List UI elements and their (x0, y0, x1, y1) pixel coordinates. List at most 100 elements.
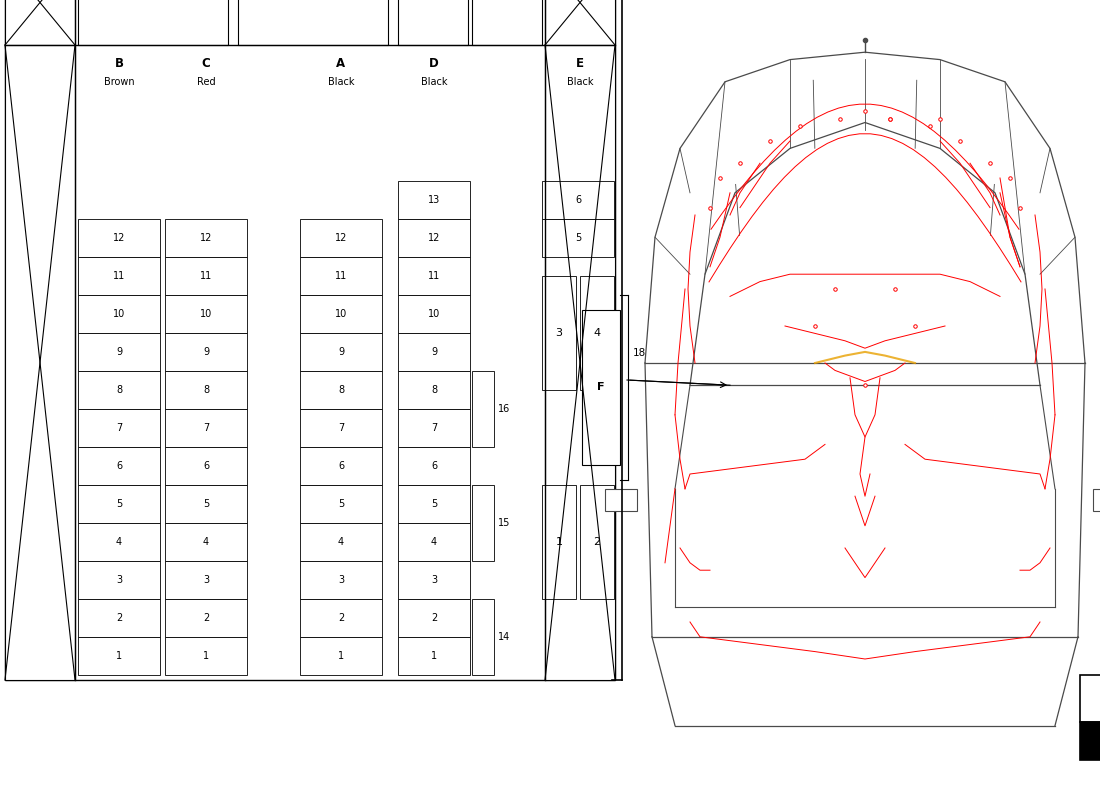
Text: 6: 6 (431, 461, 437, 471)
Bar (542, 181, 614, 219)
Text: 12: 12 (113, 233, 125, 243)
Bar (300, 333, 382, 371)
Text: 12: 12 (428, 233, 440, 243)
Bar (165, 447, 248, 485)
Text: 1: 1 (202, 651, 209, 661)
Bar (398, 219, 470, 257)
Bar (300, 295, 382, 333)
Bar (300, 371, 382, 409)
Text: 8: 8 (116, 385, 122, 395)
Bar (398, 447, 470, 485)
Bar (300, 409, 382, 447)
Text: Red: Red (197, 77, 216, 87)
Text: 8: 8 (202, 385, 209, 395)
Bar (580, 485, 614, 599)
Bar (165, 371, 248, 409)
Bar (165, 637, 248, 675)
Text: 10: 10 (428, 309, 440, 319)
Text: 2: 2 (593, 537, 601, 547)
Bar (398, 599, 470, 637)
Bar (472, 0, 542, 45)
Text: Black: Black (420, 77, 448, 87)
Bar (398, 485, 470, 523)
Bar (542, 219, 614, 257)
Text: 12: 12 (200, 233, 212, 243)
Text: 5: 5 (575, 233, 581, 243)
Text: C: C (201, 57, 210, 70)
Bar (580, 276, 614, 390)
Bar (165, 333, 248, 371)
Bar (6, 0, 75, 45)
Bar (398, 295, 470, 333)
Bar (165, 219, 248, 257)
Bar (78, 333, 160, 371)
Bar (1080, 722, 1100, 760)
Text: 4: 4 (338, 537, 344, 547)
Bar (165, 409, 248, 447)
Bar (78, 257, 160, 295)
Bar (398, 371, 470, 409)
Bar (300, 523, 382, 561)
Bar (165, 599, 248, 637)
Text: 4: 4 (593, 328, 601, 338)
Text: 3: 3 (431, 575, 437, 585)
Text: 1: 1 (431, 651, 437, 661)
Bar (165, 561, 248, 599)
Text: 16: 16 (498, 404, 510, 414)
Bar (238, 0, 388, 45)
Bar (78, 295, 160, 333)
Bar (398, 333, 470, 371)
Text: 1: 1 (556, 537, 562, 547)
Text: 7: 7 (431, 423, 437, 433)
Bar (78, 409, 160, 447)
Text: 3: 3 (556, 328, 562, 338)
Text: 11: 11 (428, 271, 440, 281)
Text: 10: 10 (200, 309, 212, 319)
Text: 11: 11 (200, 271, 212, 281)
Text: 3: 3 (202, 575, 209, 585)
Text: A: A (337, 57, 345, 70)
Bar (300, 561, 382, 599)
Bar (542, 485, 576, 599)
Bar (398, 181, 470, 219)
Text: 13: 13 (428, 195, 440, 205)
Text: 1: 1 (116, 651, 122, 661)
Text: 6: 6 (338, 461, 344, 471)
Text: F: F (597, 382, 605, 393)
Bar (78, 447, 160, 485)
Bar (398, 637, 470, 675)
Text: 5: 5 (431, 499, 437, 509)
Bar (6, 0, 615, 680)
Bar (472, 599, 494, 675)
Bar (544, 0, 615, 45)
Bar (300, 219, 382, 257)
Text: 4: 4 (431, 537, 437, 547)
Text: Black: Black (328, 77, 354, 87)
Text: 2: 2 (338, 613, 344, 623)
Bar (582, 310, 620, 465)
Text: 9: 9 (116, 347, 122, 357)
Text: 3: 3 (338, 575, 344, 585)
Bar (165, 257, 248, 295)
Text: 9: 9 (338, 347, 344, 357)
Bar (300, 637, 382, 675)
Bar (6, 45, 75, 680)
Text: 5: 5 (338, 499, 344, 509)
Bar (398, 523, 470, 561)
Text: 7: 7 (202, 423, 209, 433)
Bar (165, 523, 248, 561)
Text: 6: 6 (202, 461, 209, 471)
Text: 2: 2 (431, 613, 437, 623)
Text: 8: 8 (338, 385, 344, 395)
Text: 2: 2 (116, 613, 122, 623)
Text: 10: 10 (113, 309, 125, 319)
Bar (544, 45, 615, 680)
Text: 10: 10 (334, 309, 348, 319)
Bar (78, 371, 160, 409)
Text: 9: 9 (202, 347, 209, 357)
Bar (78, 561, 160, 599)
Text: 8: 8 (431, 385, 437, 395)
Text: 5: 5 (202, 499, 209, 509)
Bar (78, 523, 160, 561)
Text: 7: 7 (338, 423, 344, 433)
